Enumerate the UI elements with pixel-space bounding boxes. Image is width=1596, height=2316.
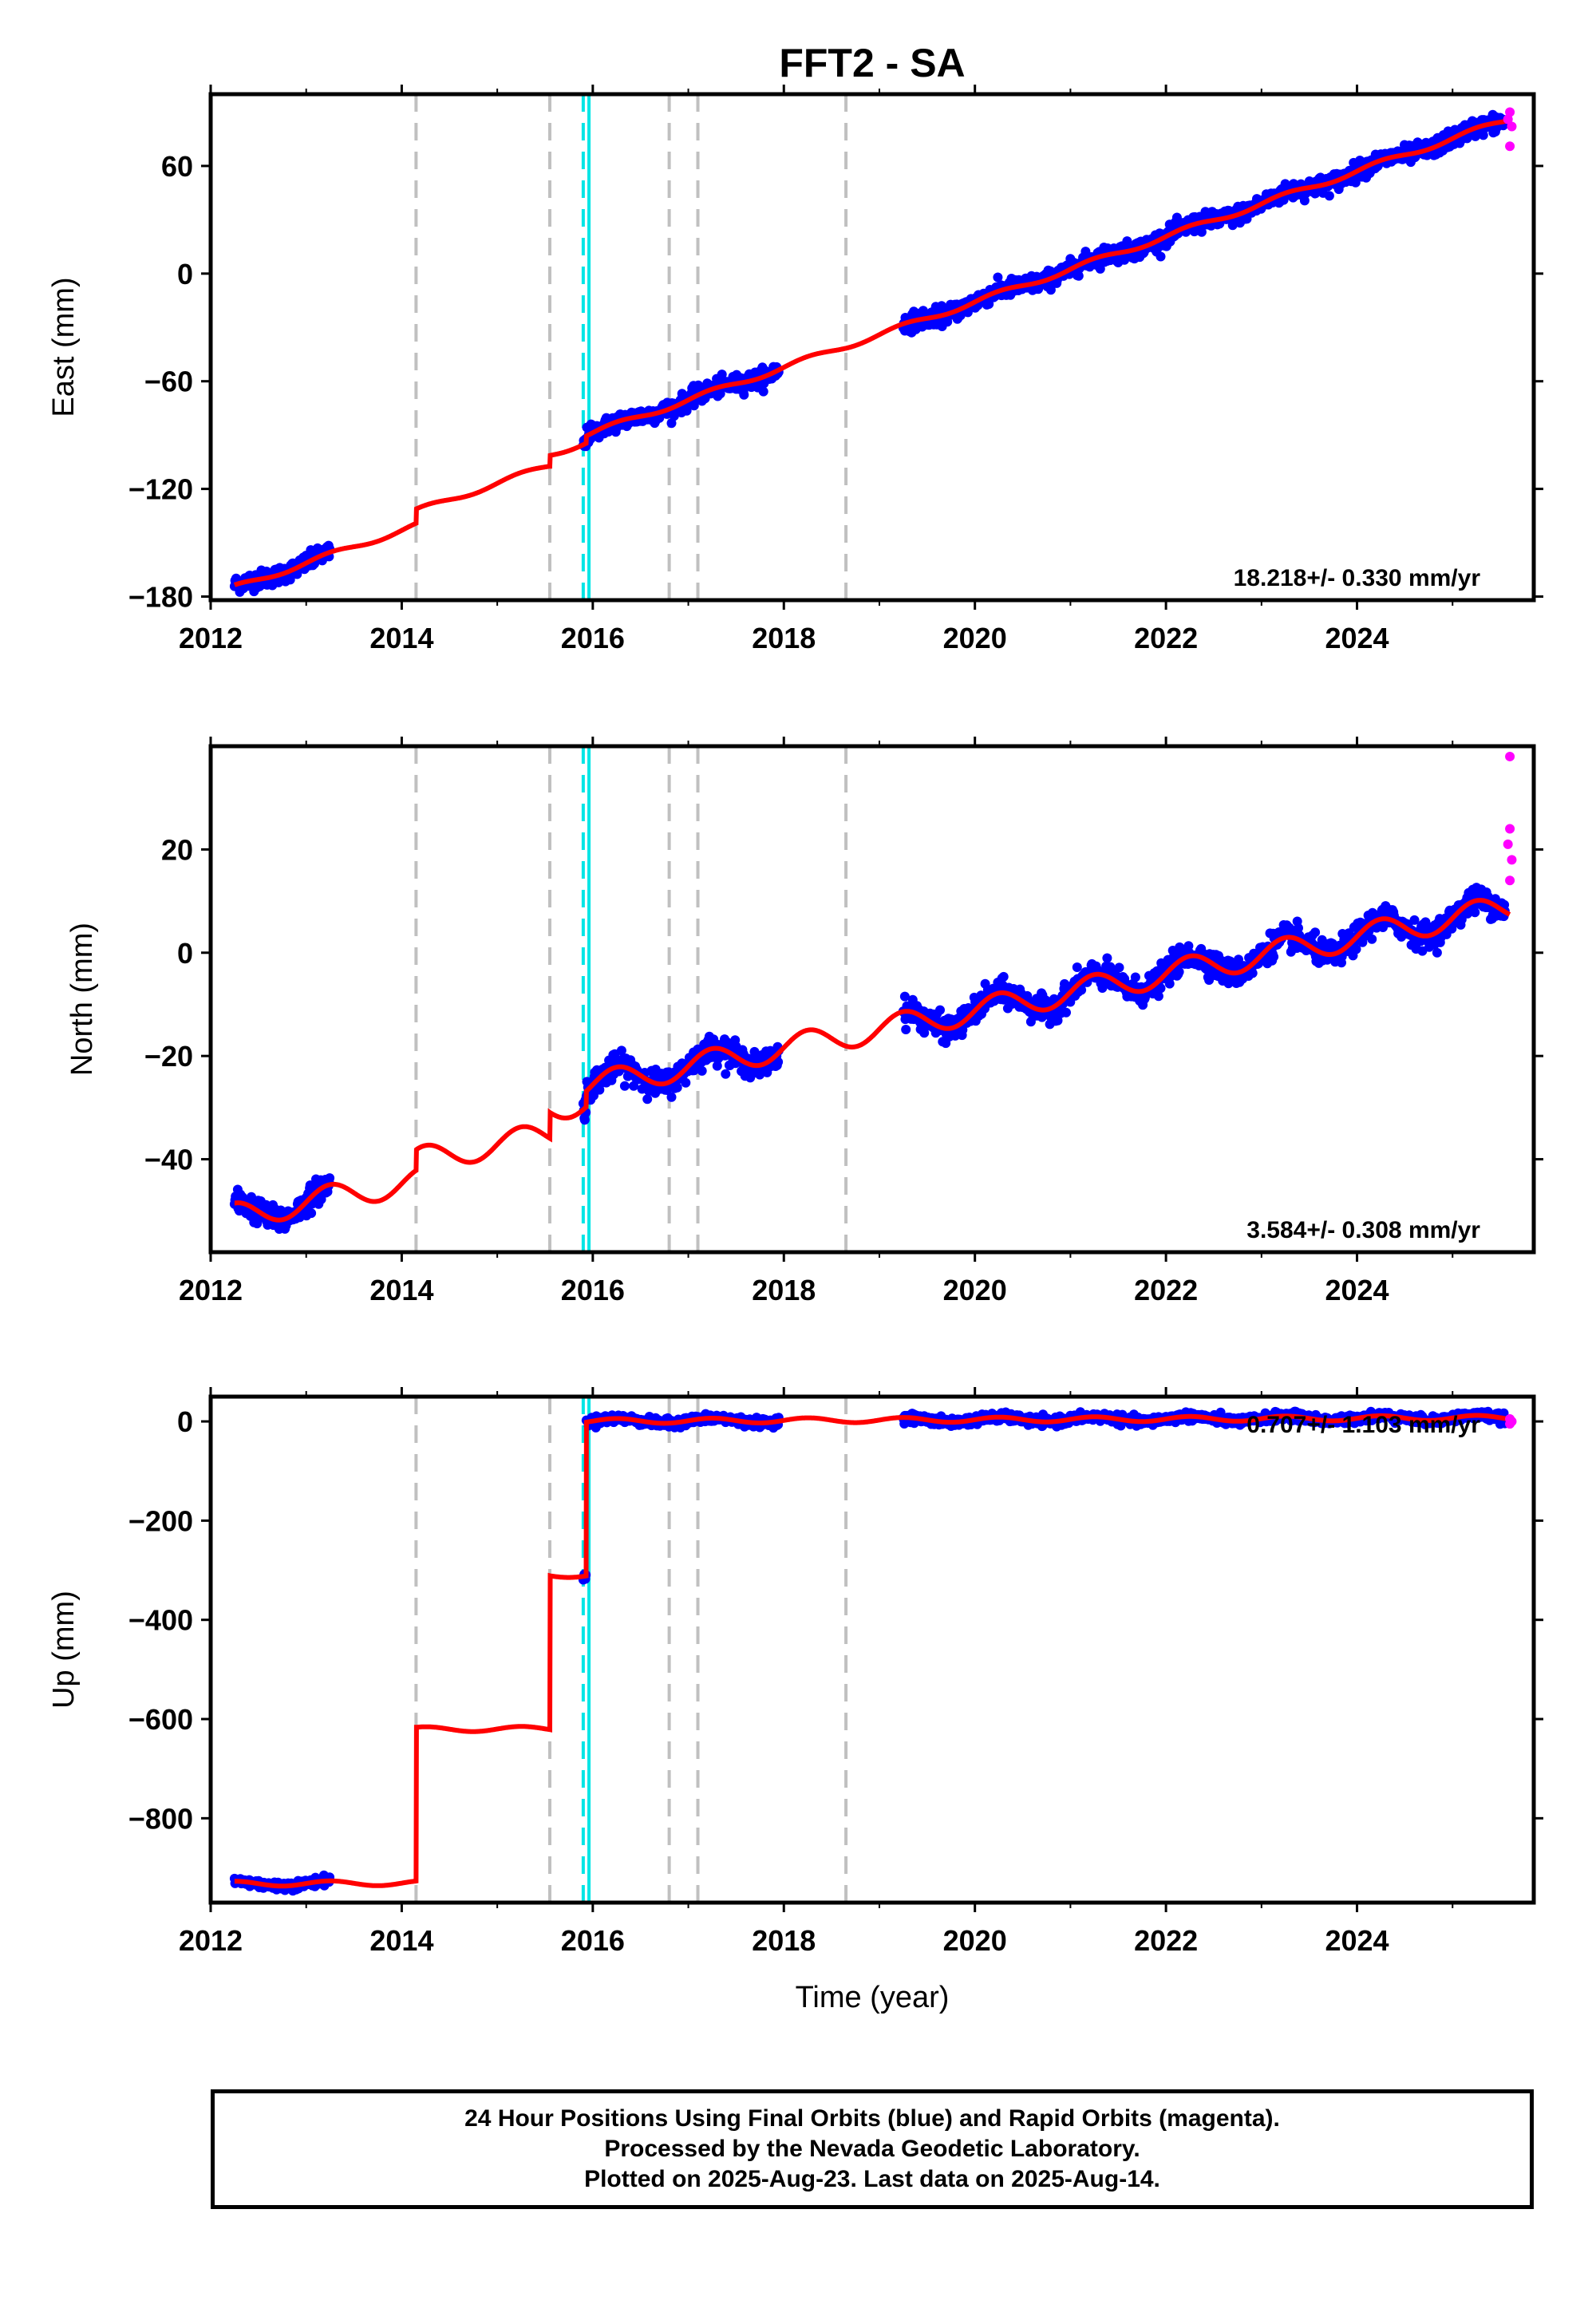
- rapid-orbit-point: [1505, 141, 1515, 152]
- final-orbit-points: [229, 109, 1510, 597]
- y-tick-label: −40: [144, 1144, 193, 1176]
- rapid-orbit-point: [1507, 855, 1517, 865]
- final-orbit-point: [901, 1025, 911, 1034]
- x-tick-label: 2020: [943, 622, 1007, 654]
- x-tick-label: 2022: [1134, 622, 1198, 654]
- final-orbit-point: [1114, 962, 1124, 973]
- x-tick-label: 2024: [1325, 622, 1389, 654]
- final-orbit-point: [1269, 951, 1279, 962]
- x-tick-label: 2020: [943, 1274, 1007, 1306]
- final-orbit-point: [672, 1082, 682, 1093]
- final-orbit-point: [935, 1005, 945, 1015]
- final-orbit-point: [993, 272, 1003, 283]
- final-orbit-point: [1156, 251, 1166, 262]
- final-orbit-point: [292, 569, 302, 579]
- y-tick-label: −180: [128, 581, 193, 614]
- final-orbit-points: [229, 1406, 1510, 1896]
- final-orbit-point: [325, 1173, 335, 1184]
- figure-title: FFT2 - SA: [779, 41, 965, 85]
- y-tick-label: 0: [177, 937, 193, 970]
- rapid-orbit-point: [1505, 751, 1515, 761]
- final-orbit-points: [229, 883, 1510, 1234]
- final-orbit-point: [1227, 220, 1238, 231]
- up-panel: 2012 2014 2016 2018 2020 2022 20240−200−400−60…: [47, 1387, 1543, 1957]
- x-tick-label: 2018: [752, 622, 816, 654]
- x-tick-label: 2016: [561, 622, 625, 654]
- plot-area: [229, 746, 1517, 1252]
- rapid-orbit-point: [1503, 839, 1513, 849]
- final-orbit-point: [739, 389, 749, 400]
- x-tick-label: 2024: [1325, 1274, 1389, 1306]
- final-orbit-point: [666, 418, 677, 429]
- y-axis-label: North (mm): [65, 923, 99, 1076]
- y-tick-label: −60: [144, 366, 193, 398]
- final-orbit-point: [721, 1069, 731, 1079]
- final-orbit-point: [1061, 1007, 1071, 1018]
- x-tick-label: 2018: [752, 1274, 816, 1306]
- final-orbit-point: [306, 1208, 317, 1219]
- final-orbit-point: [1174, 966, 1184, 977]
- x-tick-label: 2014: [369, 1274, 433, 1306]
- final-orbit-point: [681, 1077, 691, 1088]
- final-orbit-point: [1367, 934, 1377, 944]
- final-orbit-point: [942, 317, 953, 327]
- y-tick-label: 60: [161, 150, 193, 183]
- final-orbit-point: [998, 971, 1009, 982]
- final-orbit-point: [1299, 196, 1310, 206]
- y-tick-label: 0: [177, 258, 193, 290]
- x-tick-label: 2016: [561, 1274, 625, 1306]
- final-orbit-point: [1324, 191, 1334, 201]
- rapid-orbit-point: [1505, 824, 1515, 834]
- rate-annotation: 18.218+/- 0.330 mm/yr: [1234, 565, 1481, 591]
- x-tick-label: 2014: [369, 622, 433, 654]
- final-orbit-point: [697, 1065, 707, 1076]
- east-panel: 2012 2014 2016 2018 2020 2022 2024 60 0 −60 −120 −1…: [47, 85, 1543, 654]
- y-tick-label: −20: [144, 1040, 193, 1073]
- final-orbit-point: [642, 1094, 653, 1105]
- final-orbit-point: [619, 1081, 630, 1091]
- plot-area: [229, 94, 1517, 600]
- plot-area: [229, 1397, 1517, 1903]
- x-tick-label: 2022: [1134, 1274, 1198, 1306]
- x-tick-label: 2012: [179, 622, 243, 654]
- final-orbit-point: [717, 370, 727, 380]
- y-tick-label: 20: [161, 833, 193, 866]
- final-orbit-point: [1102, 953, 1112, 963]
- rapid-orbit-point: [1503, 114, 1513, 124]
- rate-annotation: 3.584+/- 0.308 mm/yr: [1246, 1217, 1480, 1243]
- final-orbit-point: [1130, 972, 1140, 982]
- final-orbit-point: [758, 386, 768, 397]
- rapid-orbit-point: [1505, 875, 1515, 886]
- final-orbit-point: [1073, 271, 1084, 281]
- y-tick-label: −120: [128, 473, 193, 506]
- y-axis-label: East (mm): [47, 277, 81, 417]
- final-orbit-point: [666, 1092, 677, 1102]
- north-panel: 2012 2014 2016 2018 2020 2022 2024 20 0 −20 −40 Nor…: [65, 737, 1543, 1306]
- final-orbit-point: [1072, 962, 1082, 972]
- x-tick-label: 2012: [179, 1274, 243, 1306]
- final-orbit-point: [1310, 927, 1321, 938]
- final-orbit-point: [1432, 947, 1442, 958]
